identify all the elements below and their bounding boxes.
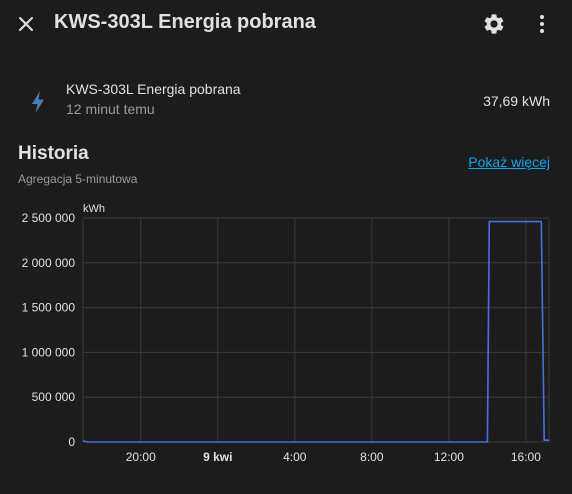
entity-name: KWS-303L Energia pobrana [66,81,241,97]
history-chart: 0 500 000 1 000 000 1 500 000 2 000 000 2 500… [22,203,550,464]
y-tick-label: 2 000 000 [22,256,76,270]
show-more-link[interactable]: Pokaż więcej [468,154,550,170]
y-tick-label: 1 500 000 [22,301,76,315]
settings-button[interactable] [474,4,514,44]
x-tick-label: 4:00 [283,450,307,464]
x-tick-label: 9 kwi [203,450,232,464]
series-line [82,220,549,443]
y-tick-label: 0 [68,435,75,449]
x-tick-label: 8:00 [360,450,384,464]
close-button[interactable] [6,4,46,44]
more-options-button[interactable] [522,4,562,44]
y-tick-label: 500 000 [32,390,76,404]
x-tick-label: 20:00 [126,450,156,464]
dialog-header: KWS-303L Energia pobrana [0,0,572,48]
y-axis-unit: kWh [83,203,105,215]
x-tick-label: 12:00 [434,450,464,464]
flash-icon [32,91,44,113]
y-tick-label: 2 500 000 [22,211,76,225]
more-vertical-icon [540,15,544,33]
y-tick-label: 1 000 000 [22,345,76,359]
entity-state-value: 37,69 kWh [483,93,550,109]
entity-row[interactable]: KWS-303L Energia pobrana 12 minut temu 3… [0,76,572,126]
history-aggregation: Agregacja 5-minutowa [18,172,138,186]
gear-icon [484,14,504,34]
history-heading: Historia [18,143,89,164]
entity-last-changed: 12 minut temu [66,101,155,117]
x-tick-label: 16:00 [511,450,541,464]
close-icon [19,17,33,31]
dialog-title: KWS-303L Energia pobrana [54,11,316,33]
